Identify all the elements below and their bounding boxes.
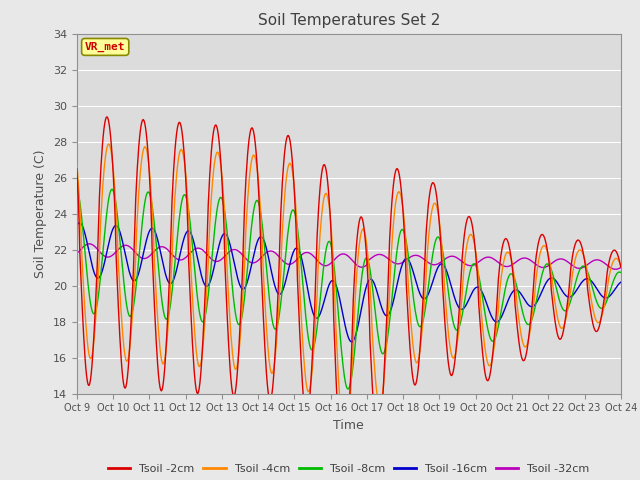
Text: VR_met: VR_met bbox=[85, 42, 125, 52]
Legend: Tsoil -2cm, Tsoil -4cm, Tsoil -8cm, Tsoil -16cm, Tsoil -32cm: Tsoil -2cm, Tsoil -4cm, Tsoil -8cm, Tsoi… bbox=[104, 459, 594, 478]
X-axis label: Time: Time bbox=[333, 419, 364, 432]
Y-axis label: Soil Temperature (C): Soil Temperature (C) bbox=[35, 149, 47, 278]
Title: Soil Temperatures Set 2: Soil Temperatures Set 2 bbox=[258, 13, 440, 28]
